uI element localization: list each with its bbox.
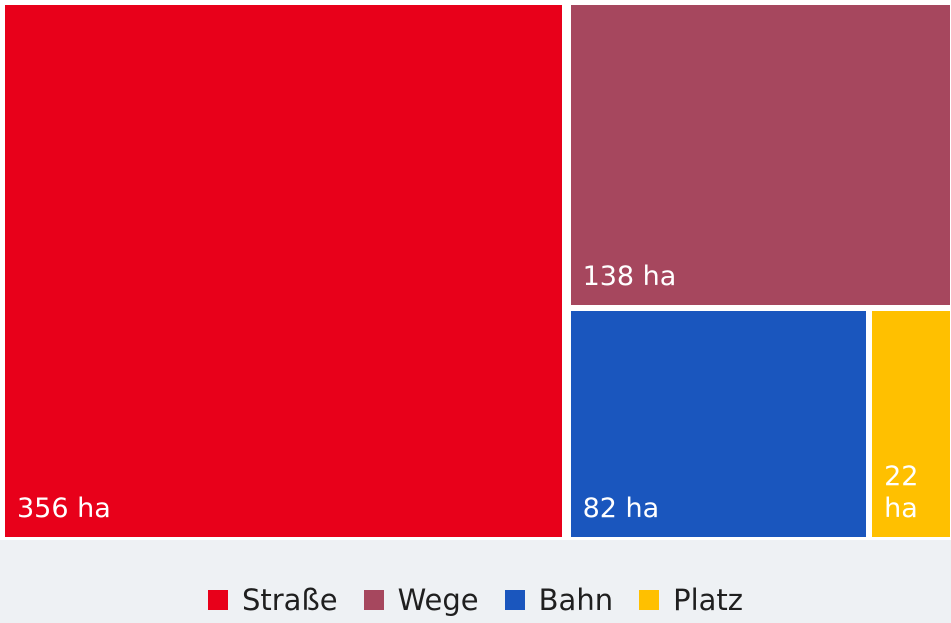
treemap-tile-bahn: 82 ha	[570, 311, 867, 537]
legend-swatch-wege	[363, 590, 384, 610]
legend-label-bahn: Bahn	[538, 583, 614, 617]
data-label-strasse: 356 ha	[17, 493, 111, 524]
legend-swatch-platz	[639, 590, 660, 610]
treemap-tile-platz: 22 ha	[872, 311, 950, 537]
legend-item-strasse[interactable]: Straße	[207, 583, 338, 617]
legend-label-platz: Platz	[673, 583, 744, 617]
legend-item-bahn[interactable]: Bahn	[504, 583, 614, 617]
treemap-tile-wege: 138 ha	[570, 5, 950, 306]
data-label-platz: 22 ha	[884, 460, 919, 524]
treemap-plot-area: 356 ha 138 ha 82 ha 22 ha	[0, 0, 951, 540]
data-label-wege: 138 ha	[582, 261, 677, 293]
legend-swatch-strasse	[207, 590, 228, 610]
legend-item-wege[interactable]: Wege	[363, 583, 479, 617]
data-label-bahn: 82 ha	[582, 492, 660, 524]
legend: Straße Wege Bahn Platz	[0, 578, 951, 622]
legend-swatch-bahn	[504, 590, 525, 610]
legend-label-wege: Wege	[397, 583, 479, 617]
legend-label-strasse: Straße	[241, 583, 338, 617]
legend-item-platz[interactable]: Platz	[639, 583, 743, 617]
treemap-tile-strasse: 356 ha	[5, 5, 562, 537]
